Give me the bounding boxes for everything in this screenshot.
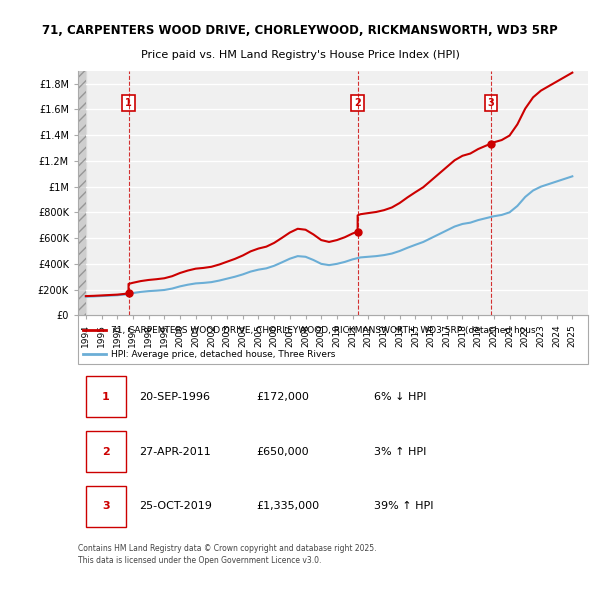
FancyBboxPatch shape (86, 486, 127, 527)
Text: 3: 3 (488, 97, 494, 107)
Text: 20-SEP-1996: 20-SEP-1996 (139, 392, 210, 402)
FancyBboxPatch shape (86, 431, 127, 472)
Bar (78, 71, 86, 315)
Text: 2: 2 (354, 97, 361, 107)
FancyBboxPatch shape (86, 376, 127, 417)
Text: £172,000: £172,000 (257, 392, 310, 402)
Text: Contains HM Land Registry data © Crown copyright and database right 2025.
This d: Contains HM Land Registry data © Crown c… (78, 544, 377, 565)
Text: HPI: Average price, detached house, Three Rivers: HPI: Average price, detached house, Thre… (111, 350, 335, 359)
Text: Price paid vs. HM Land Registry's House Price Index (HPI): Price paid vs. HM Land Registry's House … (140, 50, 460, 60)
Text: 3: 3 (102, 502, 110, 512)
Bar (78, 71, 86, 315)
Text: 1: 1 (125, 97, 132, 107)
Text: 71, CARPENTERS WOOD DRIVE, CHORLEYWOOD, RICKMANSWORTH, WD3 5RP: 71, CARPENTERS WOOD DRIVE, CHORLEYWOOD, … (42, 24, 558, 37)
Text: £650,000: £650,000 (257, 447, 309, 457)
Text: 71, CARPENTERS WOOD DRIVE, CHORLEYWOOD, RICKMANSWORTH, WD3 5RP (detached hous: 71, CARPENTERS WOOD DRIVE, CHORLEYWOOD, … (111, 326, 536, 335)
Text: 3% ↑ HPI: 3% ↑ HPI (374, 447, 426, 457)
Text: 2: 2 (102, 447, 110, 457)
Text: £1,335,000: £1,335,000 (257, 502, 320, 512)
Text: 27-APR-2011: 27-APR-2011 (139, 447, 211, 457)
Text: 1: 1 (102, 392, 110, 402)
Text: 6% ↓ HPI: 6% ↓ HPI (374, 392, 426, 402)
Text: 39% ↑ HPI: 39% ↑ HPI (374, 502, 433, 512)
Text: 25-OCT-2019: 25-OCT-2019 (139, 502, 212, 512)
